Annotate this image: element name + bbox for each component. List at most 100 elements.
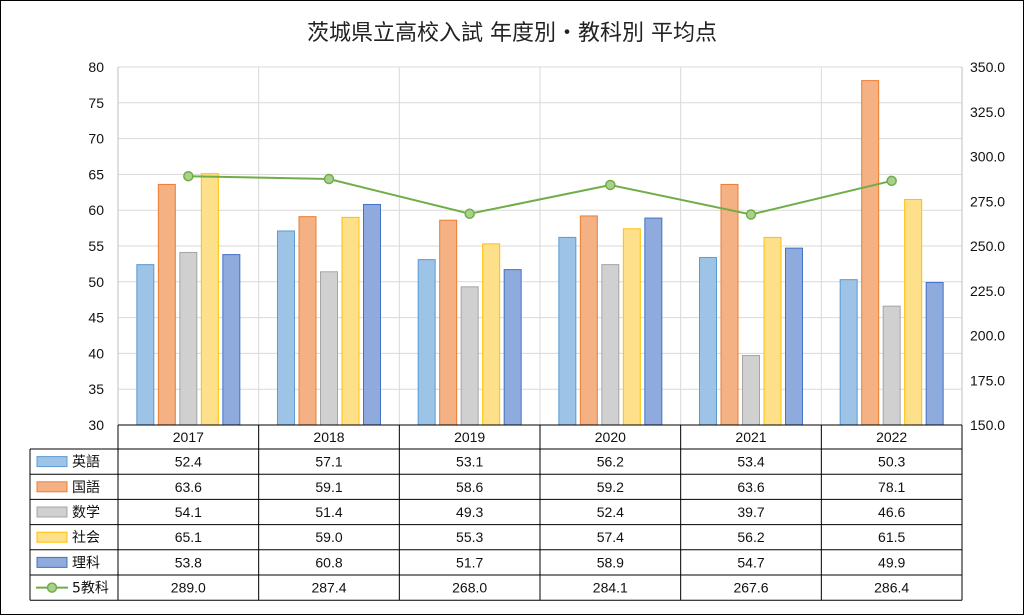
bar-英語: [277, 230, 295, 426]
y-right-tick-label: 200.0: [970, 328, 1005, 344]
y-right-tick-label: 275.0: [970, 193, 1005, 209]
category-label: 2017: [173, 429, 204, 445]
legend-key-国語: [36, 481, 68, 493]
bar-社会: [622, 228, 641, 426]
data-cell: 56.2: [737, 529, 764, 545]
y-right-tick-label: 250.0: [970, 238, 1005, 254]
y-left-tick-label: 70: [88, 131, 104, 147]
y-left-tick-label: 30: [88, 417, 104, 433]
legend-label: 数学: [72, 505, 100, 521]
bar-英語: [839, 279, 858, 426]
point-5教科: [745, 209, 757, 220]
y-left-tick-label: 45: [88, 310, 104, 326]
legend-key-数学: [36, 506, 68, 518]
legend-key-理科: [36, 556, 68, 568]
data-cell: 65.1: [175, 529, 202, 545]
data-cell: 52.4: [597, 504, 624, 520]
bar-社会: [482, 243, 501, 426]
data-cell: 61.5: [878, 529, 905, 545]
y-right-tick-label: 300.0: [970, 149, 1005, 165]
legend-label: 理科: [72, 555, 100, 571]
legend-label: 英語: [72, 454, 100, 471]
plot-area: 80 75 70 65 60 55 50 45 40 35 30 350.0 325.0 300.0 275…: [88, 59, 1005, 433]
data-cell: 267.6: [733, 580, 768, 596]
data-cell: 60.8: [315, 554, 342, 570]
data-cell: 59.2: [597, 479, 624, 495]
point-5教科: [886, 175, 897, 187]
y-left-tick-label: 40: [88, 345, 104, 361]
bar-数学: [882, 305, 901, 426]
y-right-tick-label: 325.0: [970, 104, 1005, 120]
y-left-tick-label: 55: [88, 238, 104, 254]
data-cell: 63.6: [737, 479, 764, 495]
category-label: 2022: [876, 429, 907, 445]
y-right-tick-label: 175.0: [970, 372, 1005, 388]
y-right-tick-label: 150.0: [970, 417, 1005, 433]
category-label: 2018: [313, 429, 344, 445]
bar-理科: [925, 282, 944, 426]
point-5教科: [605, 179, 616, 191]
y-left-tick-label: 65: [88, 166, 104, 182]
category-label: 2021: [735, 429, 766, 445]
bar-英語: [136, 264, 155, 426]
bar-数学: [601, 264, 620, 426]
bar-国語: [298, 216, 317, 426]
bar-数学: [179, 251, 198, 426]
legend-label: 5教科: [72, 581, 109, 597]
bar-国語: [579, 215, 598, 426]
data-cell: 268.0: [452, 580, 487, 596]
data-cell: 52.4: [175, 454, 202, 470]
data-cell: 46.6: [878, 504, 905, 520]
data-cell: 51.7: [456, 554, 483, 570]
data-cell: 57.1: [315, 454, 342, 470]
category-label: 2020: [595, 429, 626, 445]
data-cell: 289.0: [171, 580, 206, 596]
data-cell: 57.4: [597, 529, 624, 545]
bar-社会: [200, 173, 219, 426]
bar-国語: [861, 80, 880, 426]
category-label: 2019: [454, 429, 485, 445]
bar-社会: [904, 198, 923, 426]
data-cell: 59.1: [315, 479, 342, 495]
data-cell: 49.3: [456, 504, 483, 520]
legend-key-英語: [36, 456, 68, 468]
data-cell: 284.1: [593, 580, 628, 596]
bar-理科: [785, 247, 803, 426]
chart-title: 茨城県立高校入試 年度別・教科別 平均点: [307, 21, 717, 46]
legend-label: 社会: [72, 530, 100, 546]
y-left-tick-label: 80: [88, 59, 104, 75]
data-cell: 56.2: [597, 454, 624, 470]
bar-数学: [320, 271, 338, 426]
point-5教科: [323, 173, 335, 185]
line-5教科: [188, 175, 892, 216]
bar-国語: [157, 183, 176, 426]
point-5教科: [464, 208, 475, 220]
bar-国語: [439, 219, 458, 426]
data-cell: 63.6: [175, 479, 202, 495]
data-cell: 53.8: [175, 554, 202, 570]
bar-英語: [699, 256, 717, 426]
data-table: 2017 2018 2019 2020 2021 2022 英語 52.4 57.1 53.1 56…: [29, 424, 963, 601]
point-5教科: [183, 170, 194, 182]
data-cell: 51.4: [315, 504, 342, 520]
data-cell: 39.7: [737, 504, 764, 520]
data-cell: 54.1: [175, 504, 202, 520]
bar-数学: [742, 355, 760, 426]
y-left-tick-label: 50: [88, 274, 104, 290]
y-right-tick-label: 225.0: [970, 283, 1005, 299]
data-cell: 59.0: [315, 529, 342, 545]
bar-数学: [460, 286, 479, 426]
data-cell: 58.9: [597, 554, 624, 570]
bar-英語: [417, 259, 436, 426]
data-cell: 49.9: [878, 554, 905, 570]
bar-理科: [222, 254, 241, 426]
bar-理科: [503, 269, 522, 426]
data-cell: 287.4: [311, 580, 346, 596]
data-cell: 78.1: [878, 479, 905, 495]
bar-英語: [558, 236, 577, 426]
y-left-tick-label: 75: [88, 95, 104, 111]
y-left-tick-label: 35: [88, 381, 104, 397]
y-right-tick-label: 350.0: [970, 59, 1005, 75]
data-cell: 55.3: [456, 529, 483, 545]
